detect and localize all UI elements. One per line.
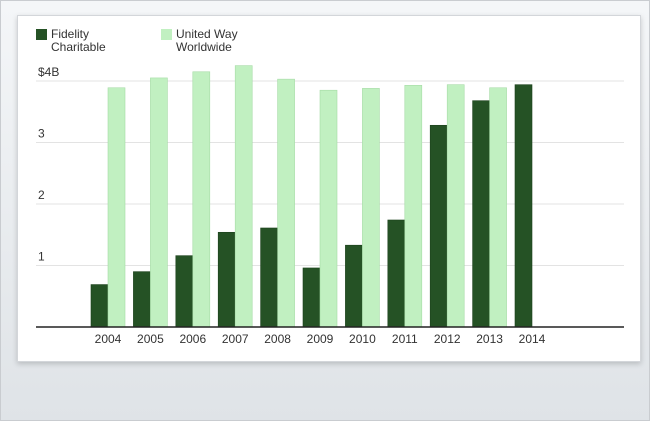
legend-label-fidelity: Fidelity Charitable — [51, 27, 106, 54]
bar-fidelity-2009 — [302, 267, 321, 328]
bar-fidelity-2011 — [387, 219, 406, 328]
bar-fidelity-2007 — [217, 231, 236, 328]
bar-united-way-2007 — [234, 65, 253, 328]
bar-united-way-2013 — [489, 87, 507, 328]
x-tick-label-2011: 2011 — [392, 332, 418, 346]
bar-fidelity-2012 — [429, 124, 448, 328]
bar-fidelity-2006 — [175, 255, 194, 328]
bar-fidelity-2010 — [345, 244, 363, 328]
legend-swatch-fidelity — [36, 29, 47, 40]
bar-fidelity-2004 — [90, 284, 109, 328]
bar-chart: 1 2 3 $4B 2004 2005 2006 2007 2008 2009 2010 2011 20… — [36, 65, 624, 346]
bar-united-way-2004 — [107, 87, 126, 328]
x-tick-label-2006: 2006 — [179, 332, 206, 346]
y-tick-label-1: 1 — [38, 250, 45, 264]
legend-item-fidelity: Fidelity Charitable — [36, 28, 106, 54]
x-tick-label-2012: 2012 — [434, 332, 461, 346]
x-tick-label-2013: 2013 — [476, 332, 503, 346]
chart-panel: Fidelity Charitable United Way Worldwide… — [17, 15, 641, 362]
legend-item-united-way: United Way Worldwide — [161, 28, 238, 54]
x-tick-label-2008: 2008 — [264, 332, 291, 346]
legend-swatch-united-way — [161, 29, 172, 40]
x-tick-label-2004: 2004 — [95, 332, 122, 346]
x-tick-label-2014: 2014 — [519, 332, 546, 346]
bar-united-way-2011 — [404, 85, 423, 328]
bar-fidelity-2005 — [133, 271, 151, 328]
bar-united-way-2009 — [319, 89, 338, 328]
bar-united-way-2006 — [192, 71, 211, 328]
x-tick-label-2007: 2007 — [222, 332, 249, 346]
y-tick-label-2: 2 — [38, 188, 45, 202]
bar-fidelity-2013 — [472, 100, 490, 328]
bar-fidelity-2008 — [260, 227, 278, 328]
y-tick-label-4: $4B — [38, 65, 59, 79]
bar-united-way-2012 — [446, 84, 465, 328]
legend-label-united-way: United Way Worldwide — [176, 27, 238, 54]
x-tick-label-2010: 2010 — [349, 332, 376, 346]
y-tick-label-3: 3 — [38, 127, 45, 141]
bar-united-way-2005 — [150, 77, 168, 328]
bar-fidelity-2014 — [514, 84, 533, 328]
x-tick-label-2005: 2005 — [137, 332, 164, 346]
bar-united-way-2008 — [277, 78, 295, 328]
bar-united-way-2010 — [362, 88, 380, 328]
x-tick-label-2009: 2009 — [307, 332, 334, 346]
